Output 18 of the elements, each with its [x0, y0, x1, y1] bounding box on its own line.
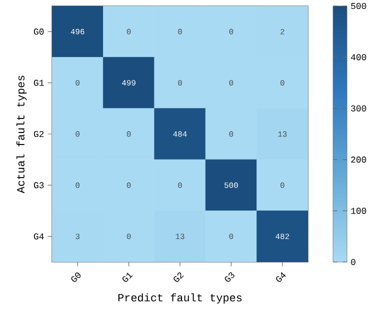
y-tick-label: G0	[34, 28, 44, 35]
x-tick-label: G1	[122, 272, 133, 282]
x-tick-label: G4	[276, 272, 286, 282]
color-bar-label: 0	[351, 258, 356, 266]
y-tick-label: G1	[34, 80, 44, 86]
x-tick-label: G2	[174, 272, 184, 282]
color-bar-label: 300	[351, 105, 366, 112]
y-axis-title: Actual fault types	[16, 76, 27, 194]
color-bar-label: 500	[351, 2, 366, 10]
color-bar-label: 400	[350, 54, 366, 60]
x-tick-label: G3	[224, 272, 234, 282]
y-tick-label: G3	[34, 182, 44, 188]
x-axis-title: Predict fault types	[118, 293, 242, 304]
x-tick-label: G0	[71, 272, 81, 282]
color-bar-label: 200	[351, 156, 366, 163]
color-bar-label: 100	[351, 208, 366, 214]
y-tick-label: G2	[34, 130, 44, 138]
y-tick-label: G4	[34, 233, 44, 240]
